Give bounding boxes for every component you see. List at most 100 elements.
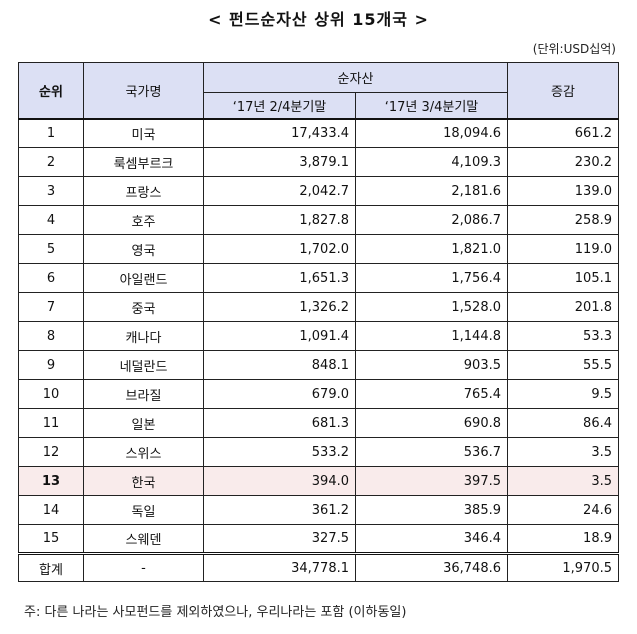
rank-cell: 8 bbox=[18, 321, 84, 351]
rank-cell: 3 bbox=[18, 176, 84, 206]
footnote: 주: 다른 나라는 사모펀드를 제외하였으나, 우리나라는 포함 (이하동일) bbox=[24, 605, 407, 620]
q3-value-cell: 536.7 bbox=[355, 437, 508, 467]
rank-cell: 7 bbox=[18, 292, 84, 322]
table-row: 14 독일 361.2 385.9 24.6 bbox=[18, 495, 619, 525]
q3-value-cell: 1,756.4 bbox=[355, 263, 508, 293]
table-row: 7 중국 1,326.2 1,528.0 201.8 bbox=[18, 292, 619, 322]
country-cell: 네덜란드 bbox=[83, 350, 204, 380]
q2-value-cell: 681.3 bbox=[203, 408, 356, 438]
change-cell: 9.5 bbox=[507, 379, 619, 409]
q3-value-cell: 346.4 bbox=[355, 524, 508, 554]
change-cell: 3.5 bbox=[507, 466, 619, 496]
rank-cell: 15 bbox=[18, 524, 84, 554]
total-q3: 36,748.6 bbox=[355, 552, 508, 582]
table-row: 13 한국 394.0 397.5 3.5 bbox=[18, 466, 619, 496]
q3-value-cell: 397.5 bbox=[355, 466, 508, 496]
q2-value-cell: 848.1 bbox=[203, 350, 356, 380]
country-cell: 프랑스 bbox=[83, 176, 204, 206]
country-cell: 한국 bbox=[83, 466, 204, 496]
table-row: 10 브라질 679.0 765.4 9.5 bbox=[18, 379, 619, 409]
country-cell: 중국 bbox=[83, 292, 204, 322]
table-row: 9 네덜란드 848.1 903.5 55.5 bbox=[18, 350, 619, 380]
q3-value-cell: 690.8 bbox=[355, 408, 508, 438]
table-row: 15 스웨덴 327.5 346.4 18.9 bbox=[18, 524, 619, 554]
table-row: 11 일본 681.3 690.8 86.4 bbox=[18, 408, 619, 438]
rank-cell: 11 bbox=[18, 408, 84, 438]
q2-value-cell: 1,702.0 bbox=[203, 234, 356, 264]
change-cell: 230.2 bbox=[507, 147, 619, 177]
rank-cell: 5 bbox=[18, 234, 84, 264]
rank-cell: 12 bbox=[18, 437, 84, 467]
header-net-assets: 순자산 bbox=[203, 62, 508, 93]
header-q2-2017: ‘17년 2/4분기말 bbox=[203, 92, 356, 120]
q2-value-cell: 3,879.1 bbox=[203, 147, 356, 177]
rank-cell: 10 bbox=[18, 379, 84, 409]
rank-cell: 13 bbox=[18, 466, 84, 496]
country-cell: 브라질 bbox=[83, 379, 204, 409]
table-row: 6 아일랜드 1,651.3 1,756.4 105.1 bbox=[18, 263, 619, 293]
country-cell: 스위스 bbox=[83, 437, 204, 467]
country-cell: 아일랜드 bbox=[83, 263, 204, 293]
header-rank: 순위 bbox=[18, 62, 84, 120]
q3-value-cell: 1,821.0 bbox=[355, 234, 508, 264]
change-cell: 201.8 bbox=[507, 292, 619, 322]
country-cell: 영국 bbox=[83, 234, 204, 264]
change-cell: 119.0 bbox=[507, 234, 619, 264]
change-cell: 258.9 bbox=[507, 205, 619, 235]
total-q2: 34,778.1 bbox=[203, 552, 356, 582]
country-cell: 호주 bbox=[83, 205, 204, 235]
q2-value-cell: 327.5 bbox=[203, 524, 356, 554]
q3-value-cell: 18,094.6 bbox=[355, 118, 508, 148]
table-row: 8 캐나다 1,091.4 1,144.8 53.3 bbox=[18, 321, 619, 351]
q3-value-cell: 765.4 bbox=[355, 379, 508, 409]
header-q3-2017: ‘17년 3/4분기말 bbox=[355, 92, 508, 120]
total-row: 합계 - 34,778.1 36,748.6 1,970.5 bbox=[18, 552, 619, 582]
rank-cell: 2 bbox=[18, 147, 84, 177]
unit-label: (단위:USD십억) bbox=[532, 42, 616, 56]
rank-cell: 14 bbox=[18, 495, 84, 525]
q3-value-cell: 4,109.3 bbox=[355, 147, 508, 177]
q2-value-cell: 1,651.3 bbox=[203, 263, 356, 293]
country-cell: 미국 bbox=[83, 118, 204, 148]
change-cell: 18.9 bbox=[507, 524, 619, 554]
q2-value-cell: 679.0 bbox=[203, 379, 356, 409]
q3-value-cell: 2,181.6 bbox=[355, 176, 508, 206]
table-row: 2 룩셈부르크 3,879.1 4,109.3 230.2 bbox=[18, 147, 619, 177]
change-cell: 661.2 bbox=[507, 118, 619, 148]
change-cell: 53.3 bbox=[507, 321, 619, 351]
rank-cell: 1 bbox=[18, 118, 84, 148]
header-change: 증감 bbox=[507, 62, 619, 120]
table-row: 3 프랑스 2,042.7 2,181.6 139.0 bbox=[18, 176, 619, 206]
q2-value-cell: 1,827.8 bbox=[203, 205, 356, 235]
change-cell: 86.4 bbox=[507, 408, 619, 438]
table-row: 1 미국 17,433.4 18,094.6 661.2 bbox=[18, 118, 619, 148]
total-change: 1,970.5 bbox=[507, 552, 619, 582]
country-cell: 룩셈부르크 bbox=[83, 147, 204, 177]
page-title: < 펀드순자산 상위 15개국 > bbox=[208, 10, 429, 29]
header-country: 국가명 bbox=[83, 62, 204, 120]
total-country: - bbox=[83, 552, 204, 582]
rank-cell: 4 bbox=[18, 205, 84, 235]
change-cell: 55.5 bbox=[507, 350, 619, 380]
q3-value-cell: 1,528.0 bbox=[355, 292, 508, 322]
change-cell: 105.1 bbox=[507, 263, 619, 293]
table-row: 4 호주 1,827.8 2,086.7 258.9 bbox=[18, 205, 619, 235]
rank-cell: 9 bbox=[18, 350, 84, 380]
change-cell: 139.0 bbox=[507, 176, 619, 206]
q2-value-cell: 394.0 bbox=[203, 466, 356, 496]
q2-value-cell: 533.2 bbox=[203, 437, 356, 467]
country-cell: 캐나다 bbox=[83, 321, 204, 351]
q3-value-cell: 903.5 bbox=[355, 350, 508, 380]
q2-value-cell: 17,433.4 bbox=[203, 118, 356, 148]
q2-value-cell: 361.2 bbox=[203, 495, 356, 525]
table-row: 12 스위스 533.2 536.7 3.5 bbox=[18, 437, 619, 467]
total-label: 합계 bbox=[18, 552, 84, 582]
q3-value-cell: 2,086.7 bbox=[355, 205, 508, 235]
country-cell: 일본 bbox=[83, 408, 204, 438]
q3-value-cell: 385.9 bbox=[355, 495, 508, 525]
q3-value-cell: 1,144.8 bbox=[355, 321, 508, 351]
change-cell: 3.5 bbox=[507, 437, 619, 467]
q2-value-cell: 1,326.2 bbox=[203, 292, 356, 322]
country-cell: 독일 bbox=[83, 495, 204, 525]
